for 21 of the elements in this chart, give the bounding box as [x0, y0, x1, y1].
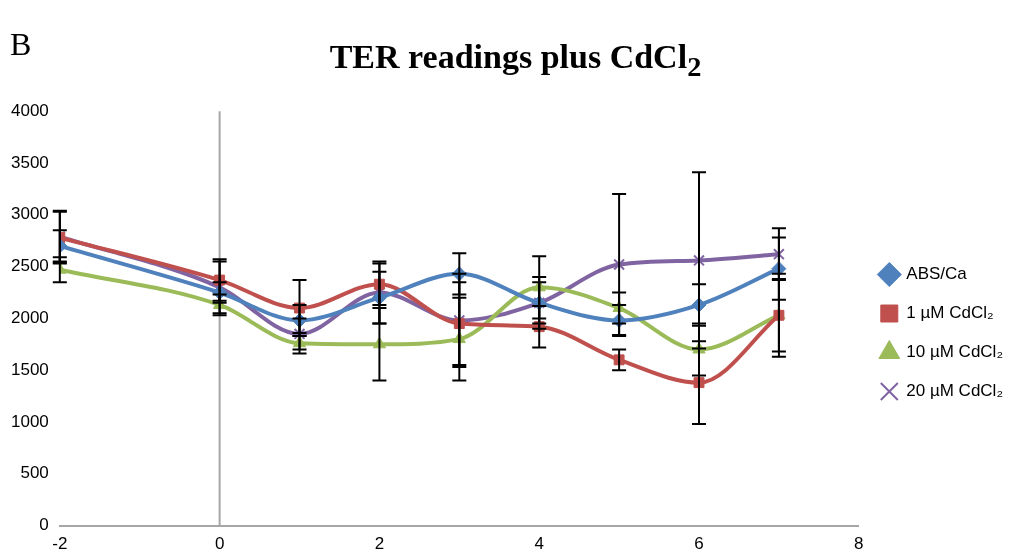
chart-title: TER readings plus CdCl$_{2}$ [329, 38, 702, 82]
text: B [10, 26, 32, 63]
y-tick-label: 500 [20, 463, 49, 483]
x-tick-label: 6 [694, 534, 704, 553]
legend-label: 10 µM CdCl₂ [906, 342, 1004, 362]
y-tick-label: 1000 [10, 411, 49, 431]
x-tick-label: -2 [52, 534, 68, 553]
legend-label: ABS/Ca [906, 264, 968, 284]
y-tick-label: 3000 [10, 204, 49, 224]
y-tick-label: 0 [39, 515, 49, 535]
legend-label: 1 µM CdCl₂ [906, 303, 994, 323]
y-tick-label: 2000 [10, 308, 49, 328]
legend-label: 20 µM CdCl₂ [906, 381, 1004, 401]
y-tick-label: 3500 [10, 152, 49, 172]
x-tick-label: 8 [854, 534, 864, 553]
x-tick-label: 4 [534, 534, 544, 553]
x-tick-label: 2 [374, 534, 385, 553]
y-tick-label: 4000 [10, 100, 49, 120]
y-tick-label: 1500 [10, 359, 49, 379]
x-tick-label: 0 [214, 534, 225, 553]
y-tick-label: 2500 [10, 256, 49, 276]
